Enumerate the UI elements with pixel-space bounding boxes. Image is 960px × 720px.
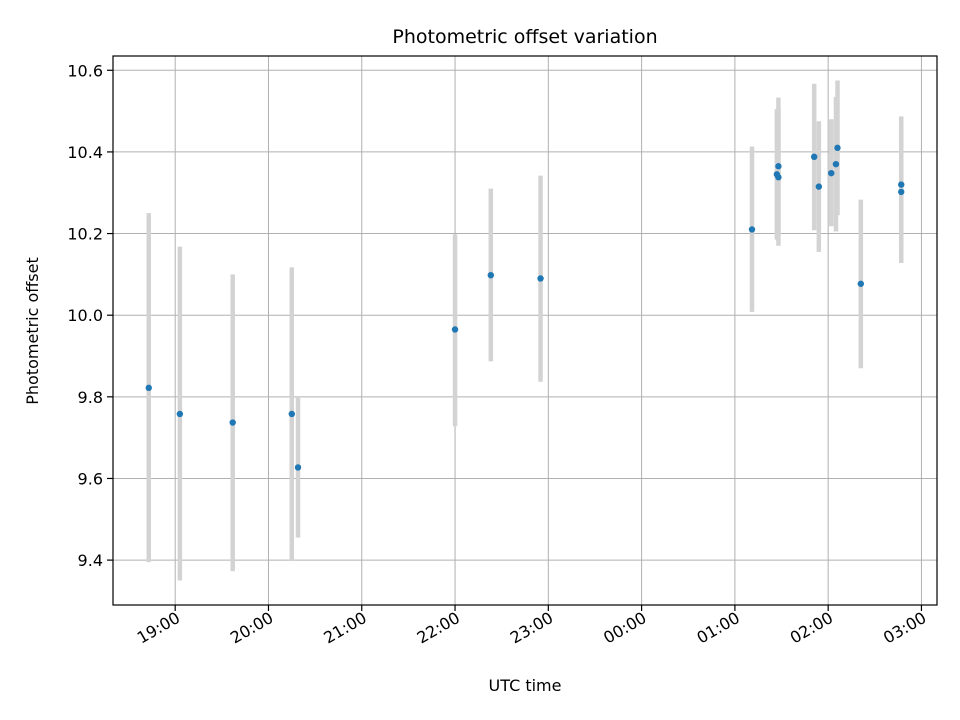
plot-frame: [112, 55, 938, 606]
y-tick-label: 10.2: [67, 225, 103, 244]
y-axis-title: Photometric offset: [23, 257, 42, 405]
y-tick-label: 10.0: [67, 306, 103, 325]
data-point: [451, 326, 459, 333]
data-point: [898, 188, 905, 196]
y-tick-label: 9.8: [78, 388, 103, 407]
chart-title: Photometric offset variation: [392, 26, 657, 48]
y-tick-label: 10.4: [67, 143, 103, 162]
data-point: [810, 153, 818, 161]
data-point: [828, 169, 835, 177]
data-point: [288, 410, 295, 418]
data-point: [176, 410, 184, 418]
data-point: [748, 226, 756, 233]
data-point: [229, 419, 236, 426]
y-tick-label: 10.6: [67, 61, 103, 80]
data-point: [775, 174, 782, 181]
data-points: [145, 144, 905, 471]
data-point: [294, 464, 302, 471]
y-tick-label: 9.6: [78, 469, 103, 488]
y-axis: 9.4 9.6 9.8 10.0 10.2 10.4 10.6: [67, 61, 113, 570]
x-axis-title: UTC time: [489, 676, 562, 695]
data-point: [487, 271, 494, 279]
data-point: [832, 160, 840, 168]
y-tick-label: 9.4: [78, 551, 103, 570]
data-point: [145, 384, 152, 392]
data-point: [815, 183, 823, 190]
data-point: [898, 181, 905, 188]
data-point: [537, 275, 544, 282]
data-point: [834, 144, 841, 152]
data-point: [775, 163, 782, 170]
data-point: [857, 280, 865, 287]
